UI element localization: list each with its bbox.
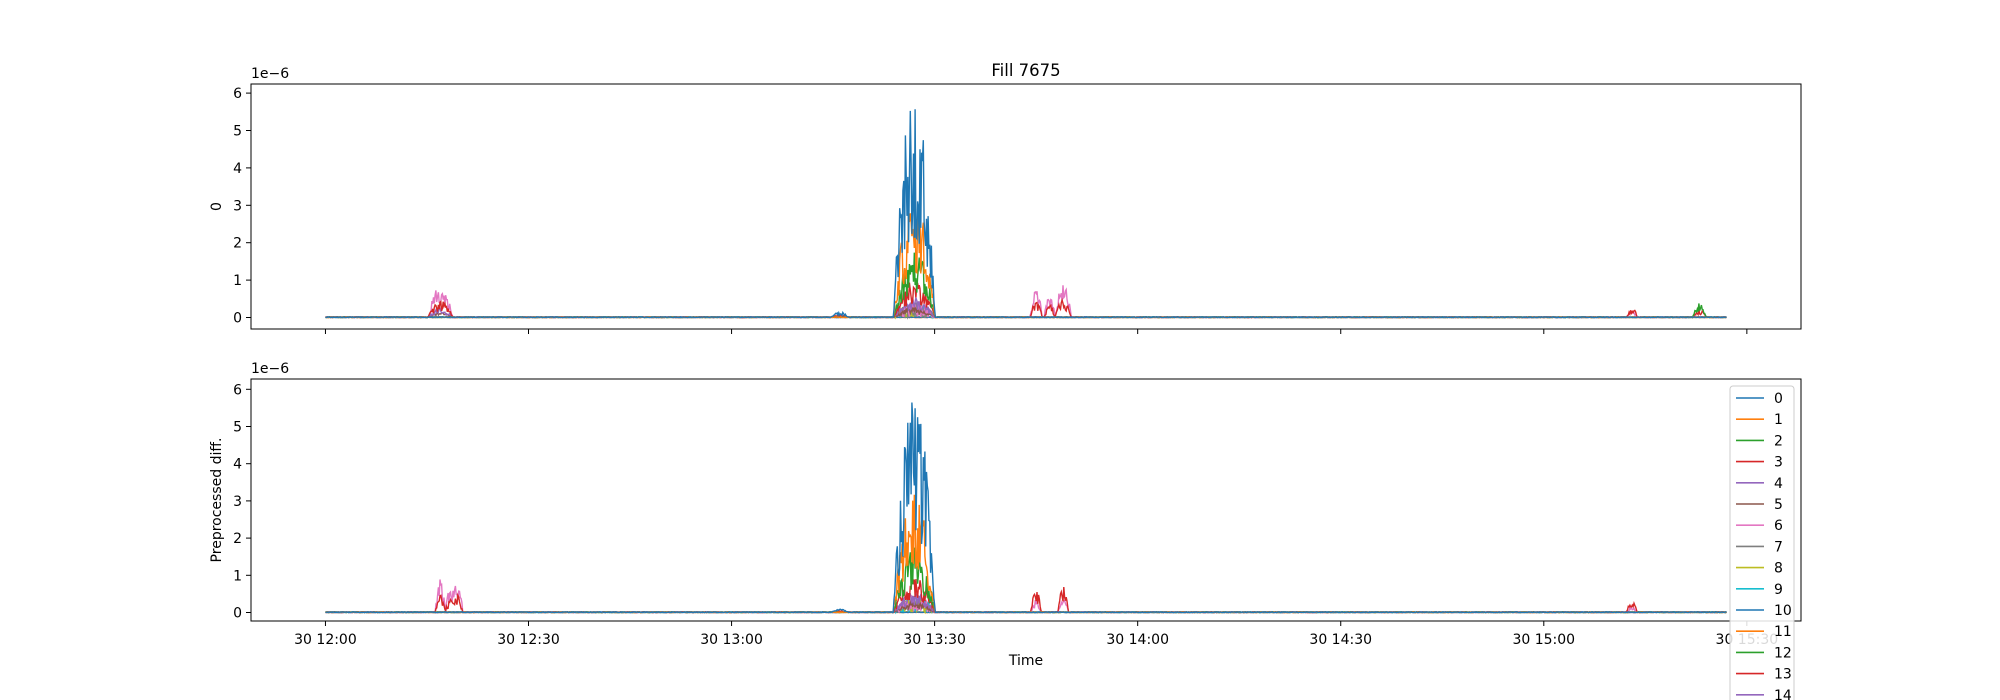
series-line-3: [325, 282, 1727, 319]
y-tick-label: 1: [233, 568, 242, 584]
series-line-5: [325, 305, 1727, 319]
legend-label-11: 11: [1774, 624, 1792, 640]
series-line-4: [325, 592, 1727, 614]
series-group-0: [325, 109, 1727, 320]
x-tick-label: 30 14:00: [1106, 632, 1169, 648]
series-line-1: [325, 196, 1727, 319]
legend-label-6: 6: [1774, 518, 1783, 534]
series-line-1: [325, 494, 1727, 614]
series-line-9: [325, 596, 1727, 615]
series-line-7: [325, 594, 1727, 614]
legend-label-4: 4: [1774, 476, 1783, 492]
series-line-7: [325, 300, 1727, 320]
legend-label-10: 10: [1774, 603, 1792, 619]
y-tick-label: 3: [233, 494, 242, 510]
y-tick-label: 1: [233, 273, 242, 289]
y-tick-label: 6: [233, 86, 242, 102]
x-tick-label: 30 12:30: [497, 632, 560, 648]
series-line-9: [325, 299, 1727, 320]
series-line-6: [325, 285, 1727, 319]
y-axis-label: 0: [209, 202, 225, 211]
legend-label-2: 2: [1774, 433, 1783, 449]
y-tick-label: 5: [233, 124, 242, 140]
y-tick-label: 5: [233, 420, 242, 436]
x-tick-label: 30 15:00: [1512, 632, 1575, 648]
legend-label-7: 7: [1774, 539, 1783, 555]
series-line-5: [325, 599, 1727, 614]
series-line-0: [325, 402, 1727, 614]
legend-label-5: 5: [1774, 497, 1783, 513]
legend-label-13: 13: [1774, 667, 1792, 683]
y-tick-label: 0: [233, 311, 242, 327]
y-tick-label: 3: [233, 198, 242, 214]
y-scale-note: 1e−6: [251, 66, 289, 82]
y-tick-label: 4: [233, 161, 242, 177]
legend-label-12: 12: [1774, 645, 1792, 661]
legend-label-0: 0: [1774, 391, 1783, 407]
axes-frame-1: [250, 378, 1802, 622]
chart-title: Fill 7675: [991, 61, 1060, 80]
series-line-2: [325, 252, 1727, 319]
panel-0: 0 1 2 3 4 5 6 1e−6 0 Fill 7675: [209, 61, 1802, 334]
series-line-8: [325, 304, 1727, 320]
legend-label-8: 8: [1774, 561, 1783, 577]
y-tick-label: 2: [233, 531, 242, 547]
y-tick-label: 4: [233, 457, 242, 473]
x-axis-label: Time: [1008, 653, 1043, 669]
axes-frame-0: [250, 83, 1802, 330]
y-tick-label: 0: [233, 606, 242, 622]
x-tick-label: 30 13:30: [903, 632, 966, 648]
legend-label-14: 14: [1774, 688, 1792, 700]
series-line-4: [325, 295, 1727, 319]
y-tick-label: 2: [233, 236, 242, 252]
legend-label-1: 1: [1774, 412, 1783, 428]
x-tick-label: 30 14:30: [1309, 632, 1372, 648]
series-group-1: [325, 402, 1727, 615]
series-line-3: [325, 574, 1727, 614]
legend-label-9: 9: [1774, 582, 1783, 598]
x-tick-label: 30 13:00: [700, 632, 763, 648]
series-line-8: [325, 595, 1727, 615]
series-line-6: [325, 579, 1727, 614]
x-tick-label: 30 12:00: [294, 632, 357, 648]
legend-box: [1729, 385, 1795, 700]
y-axis-label: Preprocessed diff.: [209, 438, 225, 563]
y-tick-label: 6: [233, 382, 242, 398]
series-line-2: [325, 547, 1727, 614]
legend-label-3: 3: [1774, 455, 1783, 471]
y-scale-note: 1e−6: [251, 361, 289, 377]
series-line-0: [325, 109, 1727, 319]
